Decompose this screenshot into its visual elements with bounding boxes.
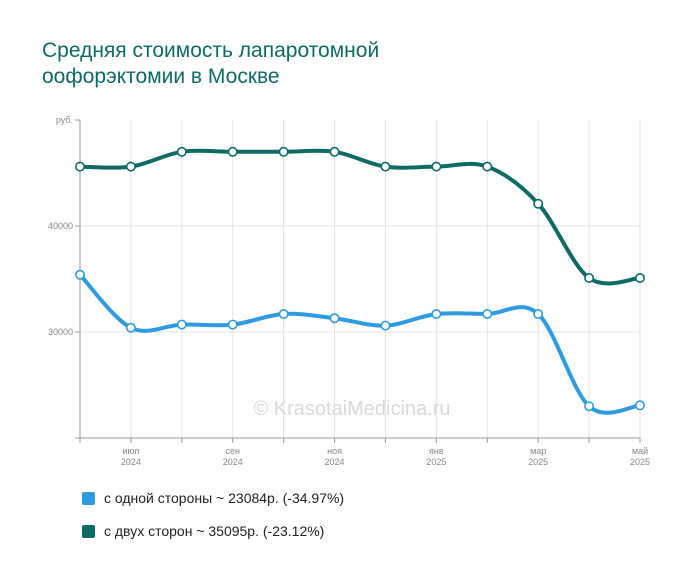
watermark-text: © KrasotaiMedicina.ru — [253, 398, 450, 420]
data-point — [533, 308, 544, 319]
x-tick-label-month: янв — [429, 446, 444, 456]
legend: с одной стороны ~ 23084р. (-34.97%) с дв… — [82, 488, 344, 554]
series-line — [78, 272, 642, 415]
data-point — [482, 308, 493, 319]
x-tick-label-year: 2025 — [528, 457, 548, 467]
data-point — [634, 400, 645, 411]
y-tick-label: 40000 — [48, 221, 73, 231]
x-tick-label-year: 2024 — [223, 457, 243, 467]
data-point — [431, 308, 442, 319]
legend-swatch-one-side — [82, 491, 95, 505]
data-point — [634, 272, 645, 283]
data-point — [431, 161, 442, 172]
data-point — [533, 198, 544, 209]
y-tick-label: 30000 — [48, 327, 73, 337]
data-point — [227, 146, 238, 157]
data-point — [125, 322, 136, 333]
x-tick-label-month: ноя — [327, 446, 342, 456]
data-point — [176, 146, 187, 157]
data-point — [278, 308, 289, 319]
data-point — [176, 319, 187, 330]
data-point — [482, 161, 493, 172]
data-point — [75, 161, 86, 172]
data-point — [329, 146, 340, 157]
x-tick-label-year: 2025 — [426, 457, 446, 467]
chart-title-line-2: оофорэктомии в Москве — [42, 65, 280, 88]
series-two-sides — [75, 146, 645, 286]
y-unit-label: руб. — [56, 115, 73, 125]
series-line — [78, 148, 642, 286]
legend-item-two-sides[interactable]: с двух сторон ~ 35095р. (-23.12%) — [82, 521, 344, 541]
data-point — [278, 146, 289, 157]
chart-title: Средняя стоимость лапаротомной оофорэкто… — [42, 38, 642, 90]
x-tick-label-month: май — [632, 446, 648, 456]
x-tick-label-month: сен — [225, 446, 240, 456]
legend-item-one-side[interactable]: с одной стороны ~ 23084р. (-34.97%) — [82, 488, 344, 508]
legend-label-one-side: с одной стороны ~ 23084р. (-34.97%) — [104, 490, 345, 506]
data-point — [75, 269, 86, 280]
data-point — [584, 401, 595, 412]
x-tick-label-month: июл — [122, 446, 139, 456]
data-point — [329, 313, 340, 324]
x-tick-label-month: мар — [530, 446, 546, 456]
x-tick-label-year: 2024 — [121, 457, 141, 467]
data-point — [227, 319, 238, 330]
legend-label-two-sides: с двух сторон ~ 35095р. (-23.12%) — [104, 523, 325, 539]
data-point — [380, 161, 391, 172]
data-point — [584, 272, 595, 283]
x-tick-label-year: 2025 — [630, 457, 650, 467]
legend-swatch-two-sides — [82, 524, 95, 538]
data-point — [125, 161, 136, 172]
x-tick-label-year: 2024 — [325, 457, 345, 467]
data-point — [380, 320, 391, 331]
series-one-side — [75, 269, 645, 415]
chart-title-line-1: Средняя стоимость лапаротомной — [42, 39, 380, 62]
